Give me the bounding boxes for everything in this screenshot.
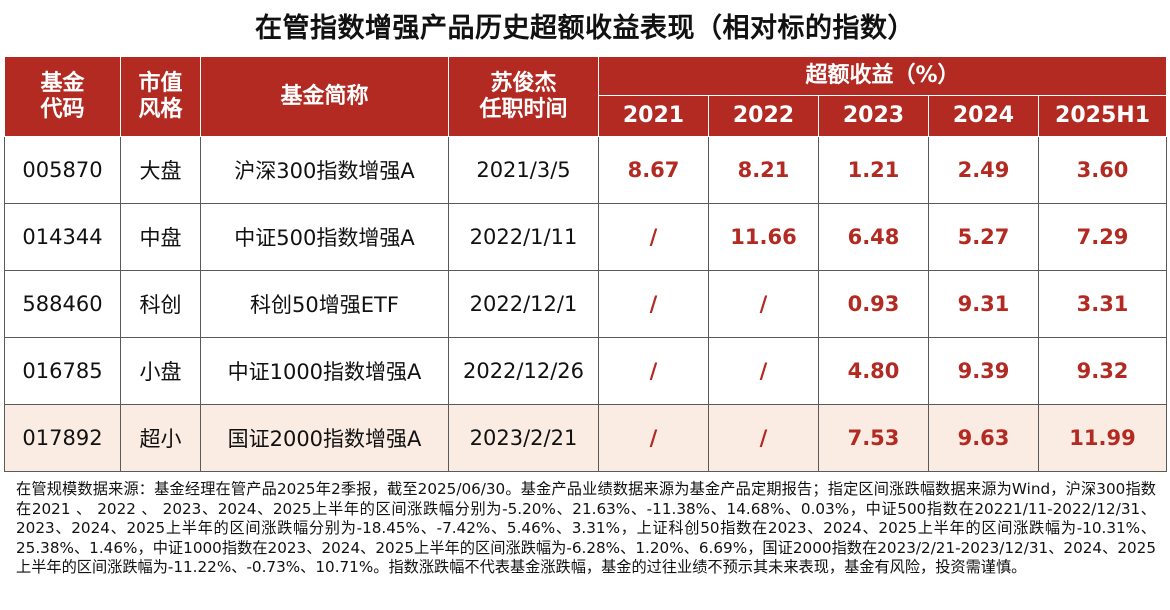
fund-name-cell: 科创50增强ETF [200,270,449,338]
tenure-date-cell: 2022/1/11 [448,203,599,271]
tenure-date-cell: 2022/12/26 [448,337,599,405]
header-year-2024: 2024 [928,95,1039,137]
return-2022-cell: / [708,404,819,472]
header-year-2021: 2021 [598,95,709,137]
fund-code-cell: 017892 [4,404,121,472]
fund-code-cell: 016785 [4,337,121,405]
tenure-date-cell: 2021/3/5 [448,136,599,204]
return-2022-cell: / [708,337,819,405]
page-title: 在管指数增强产品历史超额收益表现（相对标的指数） [255,13,915,44]
return-2022-cell: 8.21 [708,136,819,204]
header-fund-code-line2: 代码 [40,96,85,122]
return-2025h1-cell: 3.31 [1037,270,1168,338]
return-2025h1-cell: 9.32 [1037,337,1168,405]
return-2021-cell: / [598,270,709,338]
return-2024-cell: 9.39 [928,337,1039,405]
fund-name-cell: 国证2000指数增强A [200,404,449,472]
return-2023-cell: 6.48 [818,203,929,271]
table-row: 014344 中盘 中证500指数增强A 2022/1/11 / 11.66 6… [4,203,1168,271]
style-cell: 小盘 [120,337,201,405]
return-2023-cell: 1.21 [818,136,929,204]
fund-name-cell: 中证1000指数增强A [200,337,449,405]
header-tenure-date: 苏俊杰 任职时间 [448,56,599,137]
header-fund-name: 基金简称 [200,56,449,137]
header-year-2023: 2023 [818,95,929,137]
return-2025h1-cell: 3.60 [1037,136,1168,204]
style-cell: 超小 [120,404,201,472]
return-2021-cell: 8.67 [598,136,709,204]
fund-name-cell: 中证500指数增强A [200,203,449,271]
return-2023-cell: 7.53 [818,404,929,472]
table-row-highlighted: 017892 超小 国证2000指数增强A 2023/2/21 / / 7.53… [4,404,1168,472]
fund-code-cell: 005870 [4,136,121,204]
header-fund-code-line1: 基金 [40,70,85,96]
footnote: 在管规模数据来源：基金经理在管产品2025年2季报，截至2025/06/30。基… [16,480,1156,577]
return-2024-cell: 5.27 [928,203,1039,271]
fund-code-cell: 588460 [4,270,121,338]
header-year-2025h1: 2025H1 [1037,95,1168,137]
return-2023-cell: 4.80 [818,337,929,405]
excess-return-table: 基金 代码 市值 风格 基金简称 苏俊杰 任职时间 超额收益（%） 2021 2… [4,56,1168,472]
return-2025h1-cell: 7.29 [1037,203,1168,271]
header-style-line2: 风格 [138,96,183,122]
return-2025h1-cell: 11.99 [1037,404,1168,472]
return-2021-cell: / [598,404,709,472]
tenure-date-cell: 2023/2/21 [448,404,599,472]
header-tenure-line1: 苏俊杰 [490,70,557,96]
header-year-2022: 2022 [708,95,819,137]
style-cell: 中盘 [120,203,201,271]
fund-code-cell: 014344 [4,203,121,271]
style-cell: 大盘 [120,136,201,204]
tenure-date-cell: 2022/12/1 [448,270,599,338]
return-2021-cell: / [598,203,709,271]
fund-name-cell: 沪深300指数增强A [200,136,449,204]
table-row: 016785 小盘 中证1000指数增强A 2022/12/26 / / 4.8… [4,337,1168,405]
table-row: 588460 科创 科创50增强ETF 2022/12/1 / / 0.93 9… [4,270,1168,338]
return-2023-cell: 0.93 [818,270,929,338]
header-excess-return: 超额收益（%） [597,56,1168,96]
return-2022-cell: / [708,270,819,338]
header-market-cap-style: 市值 风格 [120,56,201,137]
style-cell: 科创 [120,270,201,338]
return-2024-cell: 2.49 [928,136,1039,204]
header-style-line1: 市值 [138,70,183,96]
return-2024-cell: 9.63 [928,404,1039,472]
return-2022-cell: 11.66 [708,203,819,271]
header-fund-code: 基金 代码 [4,56,121,137]
table-row: 005870 大盘 沪深300指数增强A 2021/3/5 8.67 8.21 … [4,136,1168,204]
return-2021-cell: / [598,337,709,405]
return-2024-cell: 9.31 [928,270,1039,338]
header-tenure-line2: 任职时间 [479,96,568,122]
